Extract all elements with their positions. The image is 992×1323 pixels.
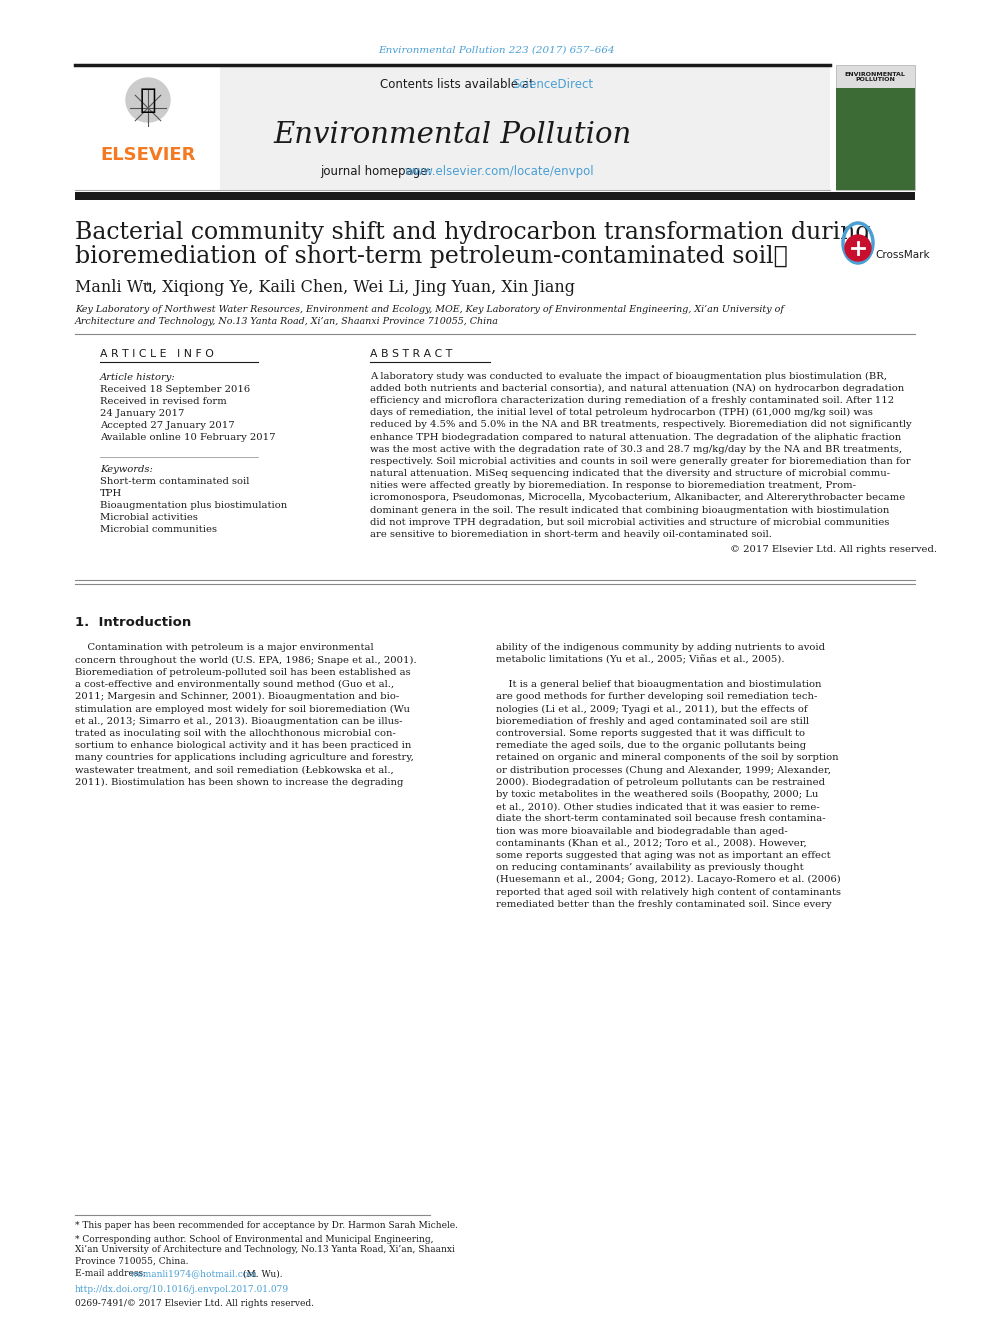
Text: diate the short-term contaminated soil because fresh contamina-: diate the short-term contaminated soil b… [496,814,825,823]
Text: et al., 2013; Simarro et al., 2013). Bioaugmentation can be illus-: et al., 2013; Simarro et al., 2013). Bio… [75,717,403,726]
Text: some reports suggested that aging was not as important an effect: some reports suggested that aging was no… [496,851,830,860]
Text: remediate the aged soils, due to the organic pollutants being: remediate the aged soils, due to the org… [496,741,806,750]
Text: a cost-effective and environmentally sound method (Guo et al.,: a cost-effective and environmentally sou… [75,680,394,689]
Text: nologies (Li et al., 2009; Tyagi et al., 2011), but the effects of: nologies (Li et al., 2009; Tyagi et al.,… [496,704,807,713]
Text: retained on organic and mineral components of the soil by sorption: retained on organic and mineral componen… [496,753,838,762]
Text: tion was more bioavailable and biodegradable than aged-: tion was more bioavailable and biodegrad… [496,827,788,836]
Text: Manli Wu: Manli Wu [75,279,153,295]
Text: A laboratory study was conducted to evaluate the impact of bioaugmentation plus : A laboratory study was conducted to eval… [370,372,887,381]
Text: wastewater treatment, and soil remediation (Łebkowska et al.,: wastewater treatment, and soil remediati… [75,766,394,774]
Text: Contamination with petroleum is a major environmental: Contamination with petroleum is a major … [75,643,374,652]
Text: Available online 10 February 2017: Available online 10 February 2017 [100,434,276,442]
Text: did not improve TPH degradation, but soil microbial activities and structure of : did not improve TPH degradation, but soi… [370,517,890,527]
Circle shape [845,235,871,261]
Text: (M. Wu).: (M. Wu). [240,1270,283,1278]
Text: Bioaugmentation plus biostimulation: Bioaugmentation plus biostimulation [100,500,288,509]
Text: 24 January 2017: 24 January 2017 [100,410,185,418]
Text: journal homepage:: journal homepage: [320,165,435,179]
Text: Architecture and Technology, No.13 Yanta Road, Xi’an, Shaanxi Province 710055, C: Architecture and Technology, No.13 Yanta… [75,316,499,325]
Text: Bacterial community shift and hydrocarbon transformation during: Bacterial community shift and hydrocarbo… [75,221,871,243]
Text: It is a general belief that bioaugmentation and biostimulation: It is a general belief that bioaugmentat… [496,680,821,689]
Text: http://dx.doi.org/10.1016/j.envpol.2017.01.079: http://dx.doi.org/10.1016/j.envpol.2017.… [75,1286,289,1294]
Text: ELSEVIER: ELSEVIER [100,146,195,164]
Text: A B S T R A C T: A B S T R A C T [370,349,452,359]
Text: Article history:: Article history: [100,373,176,381]
Text: or distribution processes (Chung and Alexander, 1999; Alexander,: or distribution processes (Chung and Ale… [496,766,831,774]
Text: are sensitive to bioremediation in short-term and heavily oil-contaminated soil.: are sensitive to bioremediation in short… [370,531,772,538]
Text: bioremediation of short-term petroleum-contaminated soil★: bioremediation of short-term petroleum-c… [75,246,788,269]
Text: icromonospora, Pseudomonas, Microcella, Mycobacterium, Alkanibacter, and Alterer: icromonospora, Pseudomonas, Microcella, … [370,493,906,503]
Text: (Huesemann et al., 2004; Gong, 2012). Lacayo-Romero et al. (2006): (Huesemann et al., 2004; Gong, 2012). La… [496,876,841,884]
FancyBboxPatch shape [75,192,915,200]
Text: respectively. Soil microbial activities and counts in soil were generally greate: respectively. Soil microbial activities … [370,456,911,466]
Text: 2011). Biostimulation has been shown to increase the degrading: 2011). Biostimulation has been shown to … [75,778,404,787]
Text: by toxic metabolites in the weathered soils (Boopathy, 2000; Lu: by toxic metabolites in the weathered so… [496,790,818,799]
Text: 🌿: 🌿 [140,86,157,114]
Circle shape [126,78,170,122]
Text: wumanli1974@hotmail.com: wumanli1974@hotmail.com [130,1270,258,1278]
Text: * This paper has been recommended for acceptance by Dr. Harmon Sarah Michele.: * This paper has been recommended for ac… [75,1221,458,1230]
Text: Bioremediation of petroleum-polluted soil has been established as: Bioremediation of petroleum-polluted soi… [75,668,411,677]
Text: controversial. Some reports suggested that it was difficult to: controversial. Some reports suggested th… [496,729,805,738]
Text: Keywords:: Keywords: [100,464,153,474]
Text: * Corresponding author. School of Environmental and Municipal Engineering,: * Corresponding author. School of Enviro… [75,1234,434,1244]
Text: 0269-7491/© 2017 Elsevier Ltd. All rights reserved.: 0269-7491/© 2017 Elsevier Ltd. All right… [75,1298,314,1307]
Text: Key Laboratory of Northwest Water Resources, Environment and Ecology, MOE, Key L: Key Laboratory of Northwest Water Resour… [75,304,784,314]
Text: Microbial communities: Microbial communities [100,524,217,533]
Text: enhance TPH biodegradation compared to natural attenuation. The degradation of t: enhance TPH biodegradation compared to n… [370,433,902,442]
Text: CrossMark: CrossMark [875,250,930,261]
Text: sortium to enhance biological activity and it has been practiced in: sortium to enhance biological activity a… [75,741,412,750]
Text: et al., 2010). Other studies indicated that it was easier to reme-: et al., 2010). Other studies indicated t… [496,802,819,811]
Text: www.elsevier.com/locate/envpol: www.elsevier.com/locate/envpol [405,165,594,179]
Text: , Xiqiong Ye, Kaili Chen, Wei Li, Jing Yuan, Xin Jiang: , Xiqiong Ye, Kaili Chen, Wei Li, Jing Y… [152,279,575,295]
Text: bioremediation of freshly and aged contaminated soil are still: bioremediation of freshly and aged conta… [496,717,809,726]
Text: 2011; Margesin and Schinner, 2001). Bioaugmentation and bio-: 2011; Margesin and Schinner, 2001). Bioa… [75,692,399,701]
Text: days of remediation, the initial level of total petroleum hydrocarbon (TPH) (61,: days of remediation, the initial level o… [370,407,873,417]
Text: 2000). Biodegradation of petroleum pollutants can be restrained: 2000). Biodegradation of petroleum pollu… [496,778,825,787]
Text: remediated better than the freshly contaminated soil. Since every: remediated better than the freshly conta… [496,900,831,909]
Text: E-mail address:: E-mail address: [75,1270,149,1278]
Text: Xi’an University of Architecture and Technology, No.13 Yanta Road, Xi’an, Shaanx: Xi’an University of Architecture and Tec… [75,1245,455,1254]
Text: stimulation are employed most widely for soil bioremediation (Wu: stimulation are employed most widely for… [75,704,410,713]
Text: trated as inoculating soil with the allochthonous microbial con-: trated as inoculating soil with the allo… [75,729,396,738]
Text: concern throughout the world (U.S. EPA, 1986; Snape et al., 2001).: concern throughout the world (U.S. EPA, … [75,656,417,664]
Text: Contents lists available at: Contents lists available at [380,78,538,90]
FancyBboxPatch shape [75,65,220,191]
Text: TPH: TPH [100,488,122,497]
Text: ability of the indigenous community by adding nutrients to avoid: ability of the indigenous community by a… [496,643,825,652]
Text: © 2017 Elsevier Ltd. All rights reserved.: © 2017 Elsevier Ltd. All rights reserved… [730,545,937,554]
Text: ENVIRONMENTAL
POLLUTION: ENVIRONMENTAL POLLUTION [844,71,906,82]
FancyBboxPatch shape [75,65,830,191]
FancyBboxPatch shape [836,65,915,191]
Text: Received in revised form: Received in revised form [100,397,227,406]
Text: metabolic limitations (Yu et al., 2005; Viñas et al., 2005).: metabolic limitations (Yu et al., 2005; … [496,655,785,665]
Text: A R T I C L E   I N F O: A R T I C L E I N F O [100,349,214,359]
Text: 1.  Introduction: 1. Introduction [75,615,191,628]
Text: many countries for applications including agriculture and forestry,: many countries for applications includin… [75,753,414,762]
Text: was the most active with the degradation rate of 30.3 and 28.7 mg/kg/day by the : was the most active with the degradation… [370,445,902,454]
Text: Microbial activities: Microbial activities [100,512,197,521]
Text: Environmental Pollution 223 (2017) 657–664: Environmental Pollution 223 (2017) 657–6… [378,45,614,54]
Text: nities were affected greatly by bioremediation. In response to bioremediation tr: nities were affected greatly by bioremed… [370,482,856,491]
Text: ⁎: ⁎ [145,279,150,287]
Text: Received 18 September 2016: Received 18 September 2016 [100,385,250,394]
Text: added both nutrients and bacterial consortia), and natural attenuation (NA) on h: added both nutrients and bacterial conso… [370,384,905,393]
Text: Short-term contaminated soil: Short-term contaminated soil [100,476,249,486]
Text: ScienceDirect: ScienceDirect [512,78,593,90]
Text: reduced by 4.5% and 5.0% in the NA and BR treatments, respectively. Bioremediati: reduced by 4.5% and 5.0% in the NA and B… [370,421,912,429]
Text: contaminants (Khan et al., 2012; Toro et al., 2008). However,: contaminants (Khan et al., 2012; Toro et… [496,839,806,848]
Text: Accepted 27 January 2017: Accepted 27 January 2017 [100,422,235,430]
Text: efficiency and microflora characterization during remediation of a freshly conta: efficiency and microflora characterizati… [370,396,894,405]
Text: on reducing contaminants’ availability as previously thought: on reducing contaminants’ availability a… [496,863,804,872]
Text: Environmental Pollution: Environmental Pollution [274,120,632,149]
Text: Province 710055, China.: Province 710055, China. [75,1257,188,1266]
FancyBboxPatch shape [836,89,915,191]
Text: natural attenuation. MiSeq sequencing indicated that the diversity and structure: natural attenuation. MiSeq sequencing in… [370,470,890,478]
Text: are good methods for further developing soil remediation tech-: are good methods for further developing … [496,692,817,701]
Text: dominant genera in the soil. The result indicated that combining bioaugmentation: dominant genera in the soil. The result … [370,505,890,515]
Text: reported that aged soil with relatively high content of contaminants: reported that aged soil with relatively … [496,888,841,897]
